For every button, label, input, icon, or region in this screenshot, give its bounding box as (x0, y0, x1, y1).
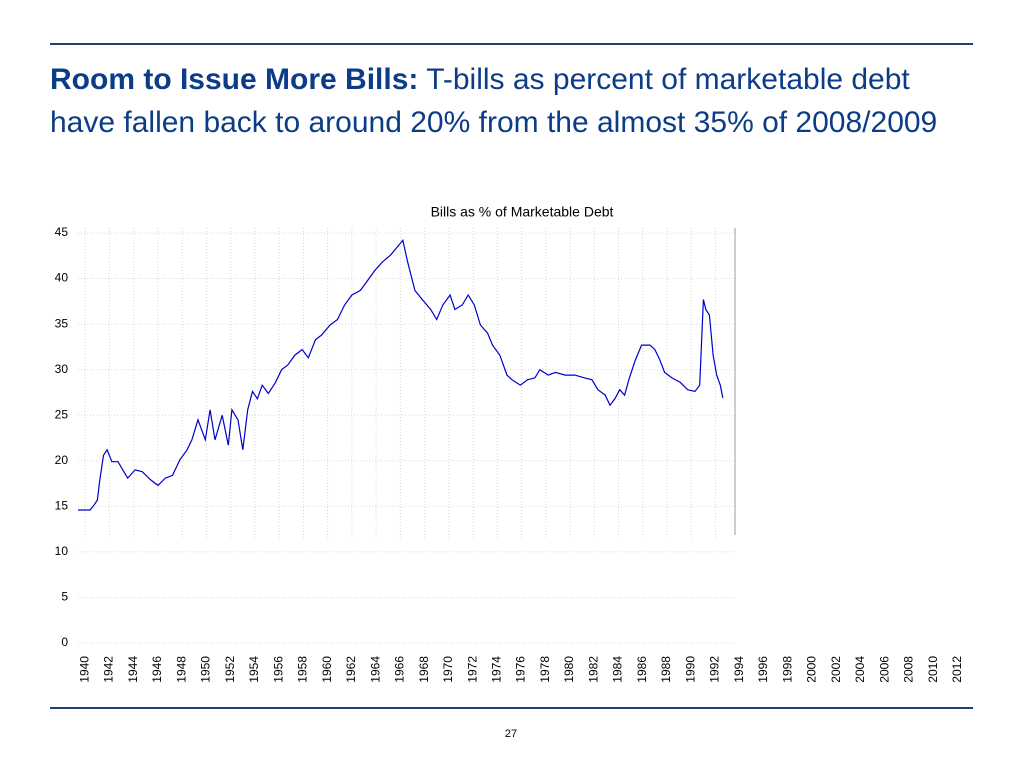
y-tick-label: 35 (55, 316, 69, 330)
x-tick-label: 1944 (126, 656, 140, 683)
x-tick-label: 1956 (271, 656, 285, 683)
x-tick-label: 2004 (853, 656, 867, 683)
data-line (78, 238, 724, 511)
x-tick-label: 1986 (635, 656, 649, 683)
y-tick-label: 5 (61, 590, 68, 604)
x-tick-label: 1946 (150, 656, 164, 683)
bottom-rule (50, 707, 973, 709)
x-tick-label: 1998 (780, 656, 794, 683)
x-tick-label: 2012 (950, 656, 964, 683)
x-tick-label: 1942 (102, 656, 116, 683)
title-bold: Room to Issue More Bills: (50, 63, 419, 96)
y-tick-label: 30 (55, 362, 69, 376)
x-tick-label: 1958 (296, 656, 310, 683)
x-tick-label: 1950 (199, 656, 213, 683)
y-tick-label: 0 (61, 635, 68, 649)
x-tick-label: 1966 (393, 656, 407, 683)
x-tick-label: 1988 (659, 656, 673, 683)
x-tick-label: 1982 (586, 656, 600, 683)
x-tick-label: 1952 (223, 656, 237, 683)
x-tick-label: 1968 (417, 656, 431, 683)
chart-title: Bills as % of Marketable Debt (431, 204, 614, 220)
x-tick-label: 1984 (611, 656, 625, 683)
x-tick-label: 2000 (805, 656, 819, 683)
y-tick-label: 45 (55, 225, 69, 239)
x-tick-label: 2008 (902, 656, 916, 683)
y-tick-label: 20 (55, 453, 69, 467)
x-tick-label: 1996 (756, 656, 770, 683)
x-tick-label: 1972 (465, 656, 479, 683)
top-rule (50, 43, 973, 45)
title-rest: T-bills as percent of marketable debt ha… (50, 63, 938, 139)
x-tick-label: 2010 (926, 656, 940, 683)
x-tick-label: 1978 (538, 656, 552, 683)
x-tick-label: 1940 (77, 656, 91, 683)
x-tick-label: 1990 (683, 656, 697, 683)
slide-title: Room to Issue More Bills: T-bills as per… (50, 58, 980, 144)
x-tick-label: 1992 (708, 656, 722, 683)
x-tick-label: 1960 (320, 656, 334, 683)
x-tick-label: 1976 (514, 656, 528, 683)
x-tick-label: 2002 (829, 656, 843, 683)
x-tick-label: 1962 (344, 656, 358, 683)
x-tick-label: 1954 (247, 656, 261, 683)
x-tick-label: 1980 (562, 656, 576, 683)
x-tick-label: 1964 (368, 656, 382, 683)
y-tick-label: 15 (55, 499, 69, 513)
page-number: 27 (504, 728, 518, 740)
x-tick-label: 1970 (441, 656, 455, 683)
y-tick-label: 25 (55, 407, 69, 421)
x-tick-label: 1948 (174, 656, 188, 683)
x-tick-label: 2006 (877, 656, 891, 683)
y-tick-label: 10 (55, 544, 69, 558)
x-tick-label: 1974 (490, 656, 504, 683)
y-tick-label: 40 (55, 271, 69, 285)
x-tick-label: 1994 (732, 656, 746, 683)
